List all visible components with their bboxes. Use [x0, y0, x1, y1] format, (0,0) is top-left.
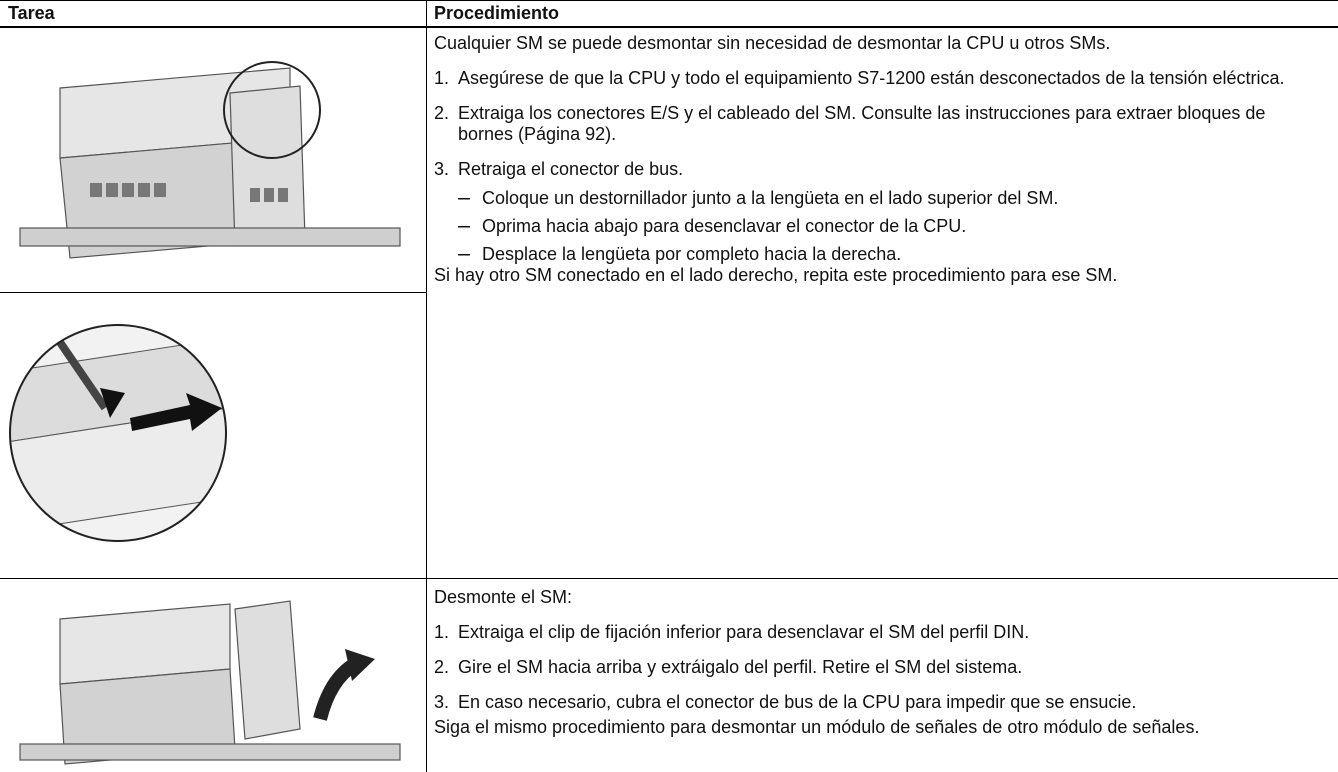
step-text: Asegúrese de que la CPU y todo el equipa…	[458, 68, 1285, 88]
step-text: Gire el SM hacia arriba y extráigalo del…	[458, 657, 1023, 677]
step: 1. Asegúrese de que la CPU y todo el equi…	[434, 68, 1324, 89]
procedure-1: Cualquier SM se puede desmontar sin nece…	[434, 33, 1324, 300]
dash	[458, 254, 470, 256]
step-number: 1.	[434, 622, 450, 642]
row-rule	[0, 578, 1338, 579]
step: 3. En caso necesario, cubra el conector d…	[434, 692, 1324, 713]
procedure-2: Desmonte el SM: 1. Extraiga el clip de fi…	[434, 587, 1324, 752]
intro: Desmonte el SM:	[434, 587, 573, 607]
step-number: 2.	[434, 657, 450, 677]
step: 2. Extraiga los conectores E/S y el cable…	[434, 103, 1324, 145]
intro: Cualquier SM se puede desmontar sin nece…	[434, 33, 1111, 53]
dash	[458, 198, 470, 200]
step-text: Extraiga el clip de fijación inferior pa…	[458, 622, 1030, 642]
illustration-remove	[19, 600, 401, 765]
note: Siga el mismo procedimiento para desmont…	[434, 717, 1200, 737]
substep-text: Coloque un destornillador junto a la len…	[482, 188, 1059, 208]
top-rule	[0, 0, 1338, 1]
step-text: En caso necesario, cubra el conector de …	[458, 692, 1137, 712]
step: 3. Retraiga el conector de bus.	[434, 159, 1324, 180]
header-col1: Tarea	[8, 3, 55, 23]
step: 1. Extraiga el clip de fijación inferior …	[434, 622, 1324, 643]
illustration-module	[19, 61, 401, 259]
dash	[458, 226, 470, 228]
step-number: 2.	[434, 103, 450, 123]
substep: Coloque un destornillador junto a la len…	[434, 188, 1324, 209]
illustration-detail	[9, 324, 227, 542]
column-rule	[426, 0, 427, 772]
step: 2. Gire el SM hacia arriba y extráigalo d…	[434, 657, 1324, 678]
note: Si hay otro SM conectado en el lado dere…	[434, 265, 1118, 285]
substep-text: Oprima hacia abajo para desenclavar el c…	[482, 216, 967, 236]
step-number: 1.	[434, 68, 450, 88]
step-text: Extraiga los conectores E/S y el cablead…	[458, 103, 1266, 144]
step-number: 3.	[434, 159, 450, 179]
row-rule	[0, 292, 426, 293]
substep: Oprima hacia abajo para desenclavar el c…	[434, 216, 1324, 237]
substep: Desplace la lengüeta por completo hacia …	[434, 244, 1324, 265]
step-text: Retraiga el conector de bus.	[458, 159, 684, 179]
step-number: 3.	[434, 692, 450, 712]
header-col2: Procedimiento	[434, 3, 560, 23]
header-rule	[0, 26, 1338, 28]
substep-text: Desplace la lengüeta por completo hacia …	[482, 244, 902, 264]
